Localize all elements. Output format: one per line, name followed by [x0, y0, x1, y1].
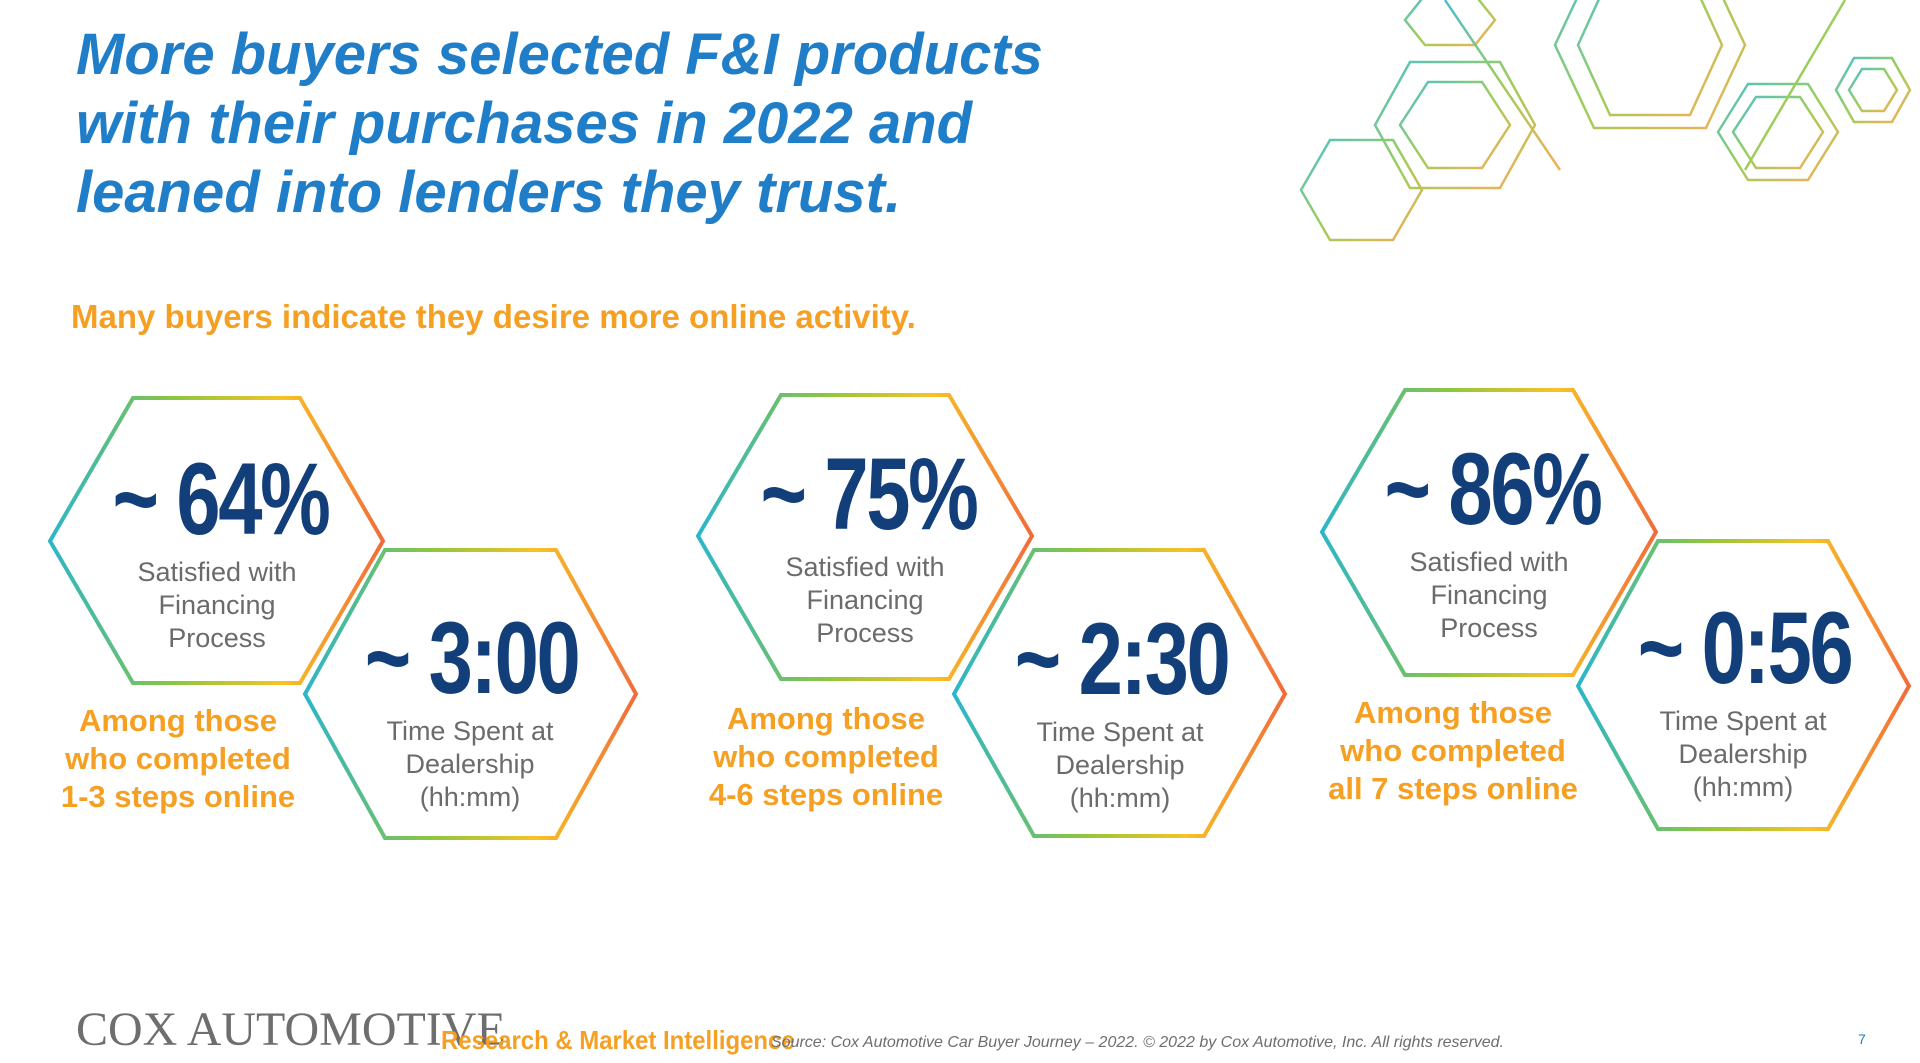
caption-line: who completed [65, 741, 291, 776]
label-line: Process [168, 623, 266, 653]
time-stat-3: ~ 0:56 Time Spent at Dealership (hh:mm) [1608, 597, 1878, 804]
label-line: Time Spent at [1036, 717, 1204, 747]
caption-line: who completed [1340, 733, 1566, 768]
time-label: Time Spent at Dealership (hh:mm) [985, 716, 1255, 815]
label-line: Process [1440, 613, 1538, 643]
time-stat-2: ~ 2:30 Time Spent at Dealership (hh:mm) [985, 608, 1255, 815]
caption-line: all 7 steps online [1328, 771, 1578, 806]
satisfaction-value: ~ 86% [1384, 432, 1602, 546]
time-hexagon-3 [1575, 539, 1912, 831]
satisfaction-hexagon-3 [1319, 388, 1659, 677]
label-line: Financing [158, 590, 276, 620]
cox-automotive-logo: COX AUTOMOTIVE [76, 1003, 506, 1056]
time-value: ~ 2:30 [1014, 602, 1231, 716]
time-value: ~ 3:00 [364, 601, 581, 715]
satisfaction-label: Satisfied with Financing Process [731, 551, 999, 650]
satisfaction-stat-2: ~ 75% Satisfied with Financing Process [731, 443, 999, 650]
slide-subtitle: Many buyers indicate they desire more on… [71, 298, 916, 335]
title-line: More buyers selected F&I products [76, 22, 1043, 87]
satisfaction-value: ~ 75% [760, 437, 978, 551]
group-caption-2: Among those who completed 4-6 steps onli… [686, 700, 966, 814]
caption-line: 1-3 steps online [60, 779, 296, 814]
label-line: Process [816, 618, 914, 648]
time-stat-1: ~ 3:00 Time Spent at Dealership (hh:mm) [335, 607, 605, 814]
caption-line: Among those [726, 701, 926, 736]
label-line: Time Spent at [386, 716, 554, 746]
label-line: (hh:mm) [1692, 772, 1794, 802]
page-number: 7 [1858, 1031, 1866, 1047]
title-line: leaned into lenders they trust. [76, 160, 902, 225]
source-note: Source: Cox Automotive Car Buyer Journey… [771, 1034, 1505, 1051]
label-line: Financing [806, 585, 924, 615]
satisfaction-value: ~ 64% [112, 442, 330, 556]
label-line: Dealership [405, 749, 535, 779]
group-caption-1: Among those who completed 1-3 steps onli… [38, 702, 318, 816]
label-line: (hh:mm) [419, 782, 521, 812]
time-hexagon-2 [951, 548, 1288, 838]
label-line: Financing [1430, 580, 1548, 610]
satisfaction-label: Satisfied with Financing Process [83, 556, 351, 655]
label-line: Satisfied with [1409, 547, 1569, 577]
slide-title: More buyers selected F&I products with t… [76, 20, 1276, 227]
label-line: (hh:mm) [1069, 783, 1171, 813]
satisfaction-label: Satisfied with Financing Process [1355, 546, 1623, 645]
label-line: Dealership [1678, 739, 1808, 769]
time-value: ~ 0:56 [1637, 591, 1854, 705]
time-label: Time Spent at Dealership (hh:mm) [1608, 705, 1878, 804]
satisfaction-hexagon-1 [47, 396, 386, 685]
group-caption-3: Among those who completed all 7 steps on… [1303, 694, 1603, 808]
caption-line: Among those [1353, 695, 1553, 730]
satisfaction-stat-3: ~ 86% Satisfied with Financing Process [1355, 438, 1623, 645]
caption-line: Among those [78, 703, 278, 738]
decorative-hexagon-cluster [1299, 0, 1912, 242]
caption-line: who completed [713, 739, 939, 774]
label-line: Satisfied with [137, 557, 297, 587]
satisfaction-hexagon-2 [695, 393, 1035, 681]
title-line: with their purchases in 2022 and [76, 91, 973, 156]
caption-line: 4-6 steps online [708, 777, 944, 812]
label-line: Satisfied with [785, 552, 945, 582]
label-line: Time Spent at [1659, 706, 1827, 736]
satisfaction-stat-1: ~ 64% Satisfied with Financing Process [83, 448, 351, 655]
time-hexagon-1 [302, 548, 639, 840]
time-label: Time Spent at Dealership (hh:mm) [335, 715, 605, 814]
division-name: Research & Market Intelligence [441, 1025, 795, 1055]
label-line: Dealership [1055, 750, 1185, 780]
